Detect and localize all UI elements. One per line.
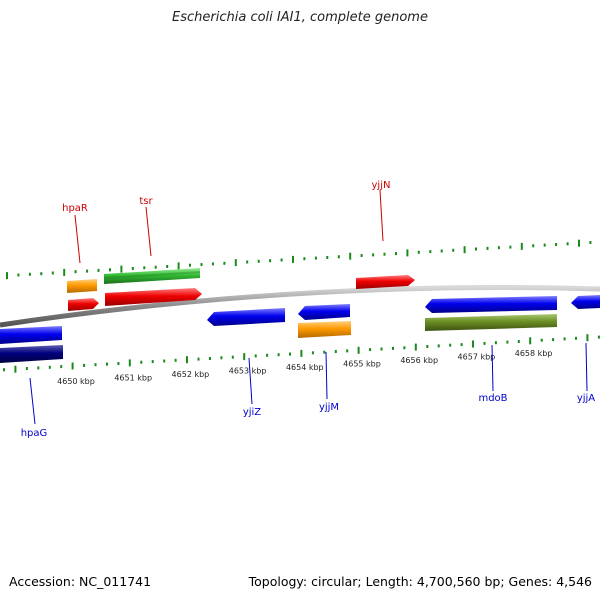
gene-features: [0, 268, 600, 363]
genome-summary-text: Topology: circular; Length: 4,700,560 bp…: [248, 574, 592, 589]
genome-title: Escherichia coli IAI1, complete genome: [172, 10, 428, 25]
gene-feature: [68, 298, 99, 311]
gene-label-mdoB[interactable]: mdoB: [478, 393, 507, 404]
gene-feature: [298, 321, 351, 338]
tick-label: 4655 kbp: [343, 360, 381, 369]
gene-feature: [298, 304, 350, 320]
ticks-top: [6, 239, 592, 280]
gene-label-hpaG[interactable]: hpaG: [21, 428, 48, 439]
gene-label-yjjA[interactable]: yjjA: [577, 393, 595, 404]
gene-label-yjjM[interactable]: yjjM: [319, 402, 339, 413]
gene-feature: [0, 326, 62, 344]
tick-label: 4657 kbp: [458, 353, 496, 362]
tick-label: 4654 kbp: [286, 363, 324, 372]
genome-backbone: [0, 285, 600, 328]
accession-text: Accession: NC_011741: [9, 574, 152, 589]
gene-label-tsr[interactable]: tsr: [139, 196, 153, 207]
gene-feature: [104, 268, 200, 284]
gene-feature: [425, 296, 557, 313]
tick-label: 4651 kbp: [114, 374, 152, 383]
gene-feature: [571, 295, 600, 309]
ticks-bottom: [3, 334, 600, 373]
tick-label: 4650 kbp: [57, 377, 95, 386]
gene-label-lines: [29, 189, 588, 425]
gene-label-yjjN[interactable]: yjjN: [372, 180, 391, 191]
tick-label: 4658 kbp: [515, 349, 553, 358]
gene-label-hpaR[interactable]: hpaR: [62, 203, 88, 214]
gene-feature: [67, 279, 97, 293]
tick-label: 4652 kbp: [172, 370, 210, 379]
tick-labels: 4650 kbp 4651 kbp 4652 kbp 4653 kbp 4654 kbp…: [57, 349, 552, 386]
gene-feature: [0, 345, 63, 363]
gene-feature: [356, 275, 415, 289]
gene-labels-bottom: hpaG yjiZ yjjM mdoB yjjA: [21, 393, 596, 439]
tick-label: 4656 kbp: [400, 356, 438, 365]
gene-labels-top: hpaR tsr yjjN: [62, 180, 390, 214]
gene-feature: [104, 271, 200, 279]
gene-feature: [425, 314, 557, 331]
gene-feature: [207, 308, 285, 326]
tick-label: 4653 kbp: [229, 367, 267, 376]
gene-feature: [105, 288, 202, 306]
gene-label-yjiZ[interactable]: yjiZ: [243, 407, 261, 418]
